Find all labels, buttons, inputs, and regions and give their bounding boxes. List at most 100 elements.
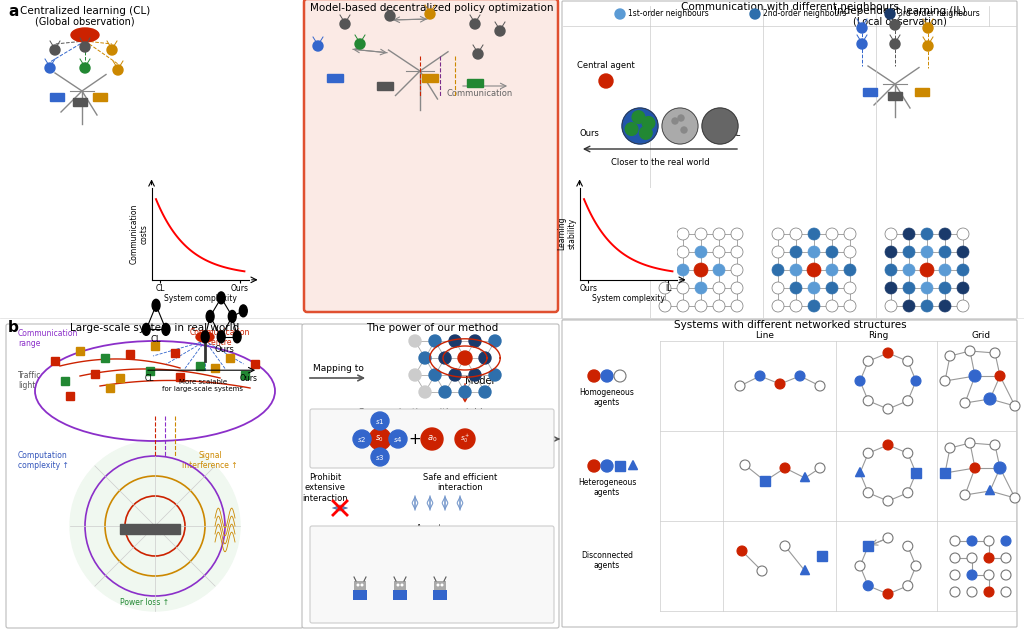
Bar	[817, 551, 827, 561]
Circle shape	[601, 460, 613, 472]
Circle shape	[844, 246, 856, 258]
Circle shape	[731, 246, 743, 258]
Circle shape	[755, 371, 765, 381]
Circle shape	[826, 228, 838, 240]
Circle shape	[681, 127, 687, 133]
Text: Model: Model	[465, 376, 495, 386]
Text: Grid: Grid	[972, 331, 990, 340]
Bar	[251, 360, 259, 368]
Bar	[151, 342, 159, 350]
Circle shape	[713, 228, 725, 240]
Circle shape	[662, 108, 698, 144]
Circle shape	[967, 587, 977, 597]
Circle shape	[772, 228, 784, 240]
Circle shape	[1001, 553, 1011, 563]
Text: Safe and efficient
interaction: Safe and efficient interaction	[423, 473, 497, 492]
Circle shape	[957, 264, 969, 276]
Circle shape	[360, 583, 364, 586]
Circle shape	[921, 246, 933, 258]
Circle shape	[313, 41, 323, 51]
Circle shape	[807, 263, 821, 277]
Circle shape	[903, 300, 915, 312]
Text: $s_0^+$: $s_0^+$	[460, 433, 470, 445]
Text: Homogeneous
agents: Homogeneous agents	[580, 388, 635, 408]
Text: $s4$: $s4$	[393, 434, 402, 443]
Circle shape	[780, 541, 790, 551]
Circle shape	[469, 335, 481, 347]
Bar	[66, 392, 74, 400]
Y-axis label: Communication
costs: Communication costs	[129, 204, 148, 264]
Circle shape	[903, 264, 915, 276]
Circle shape	[790, 246, 802, 258]
Circle shape	[961, 490, 970, 500]
FancyBboxPatch shape	[310, 526, 554, 623]
Circle shape	[957, 282, 969, 294]
Circle shape	[421, 428, 443, 450]
X-axis label: System complexity: System complexity	[592, 294, 665, 303]
Circle shape	[890, 20, 900, 30]
Text: Disconnected
agents: Disconnected agents	[581, 551, 633, 570]
Circle shape	[795, 371, 805, 381]
Circle shape	[588, 460, 600, 472]
Circle shape	[808, 246, 820, 258]
Circle shape	[903, 396, 912, 406]
Circle shape	[713, 246, 725, 258]
Circle shape	[695, 246, 707, 258]
Text: Large-scale system in real world: Large-scale system in real world	[71, 323, 240, 333]
Circle shape	[1001, 570, 1011, 580]
Circle shape	[731, 282, 743, 294]
Text: $s3$: $s3$	[375, 452, 385, 462]
Circle shape	[990, 348, 1000, 358]
Circle shape	[939, 282, 951, 294]
Circle shape	[911, 561, 921, 571]
Circle shape	[1010, 401, 1020, 411]
Circle shape	[440, 583, 443, 586]
Circle shape	[750, 9, 760, 19]
Circle shape	[939, 246, 951, 258]
Circle shape	[425, 9, 435, 19]
Text: Agents: Agents	[416, 524, 447, 533]
FancyBboxPatch shape	[562, 320, 1017, 627]
Circle shape	[677, 264, 689, 276]
Circle shape	[940, 376, 950, 386]
Circle shape	[883, 404, 893, 414]
Circle shape	[162, 324, 170, 335]
Circle shape	[389, 430, 407, 448]
Circle shape	[45, 63, 55, 73]
Circle shape	[599, 74, 613, 88]
Circle shape	[459, 386, 471, 398]
Circle shape	[857, 39, 867, 49]
Circle shape	[994, 462, 1006, 474]
Circle shape	[113, 65, 123, 75]
Circle shape	[632, 111, 645, 123]
Polygon shape	[629, 460, 638, 469]
Circle shape	[659, 264, 671, 276]
Bar	[120, 524, 140, 534]
Circle shape	[639, 127, 652, 139]
Text: 1st-order neighbours: 1st-order neighbours	[628, 10, 709, 18]
Bar	[377, 82, 393, 90]
Bar	[176, 373, 184, 381]
Circle shape	[419, 352, 431, 364]
Circle shape	[826, 282, 838, 294]
Circle shape	[885, 300, 897, 312]
Circle shape	[757, 566, 767, 576]
Polygon shape	[801, 565, 810, 574]
Circle shape	[885, 228, 897, 240]
Circle shape	[772, 300, 784, 312]
Circle shape	[1001, 587, 1011, 597]
Circle shape	[601, 370, 613, 382]
Circle shape	[950, 570, 961, 580]
Circle shape	[677, 228, 689, 240]
Circle shape	[353, 430, 371, 448]
Circle shape	[790, 282, 802, 294]
Circle shape	[409, 335, 421, 347]
Circle shape	[950, 536, 961, 546]
Circle shape	[984, 536, 994, 546]
Text: Ours: Ours	[215, 345, 234, 354]
Bar	[126, 350, 134, 358]
Circle shape	[883, 348, 893, 358]
Circle shape	[844, 264, 856, 276]
Text: 3rd-order neighbours: 3rd-order neighbours	[898, 10, 980, 18]
Circle shape	[920, 263, 934, 277]
